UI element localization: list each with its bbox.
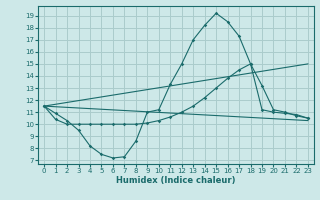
X-axis label: Humidex (Indice chaleur): Humidex (Indice chaleur): [116, 176, 236, 185]
